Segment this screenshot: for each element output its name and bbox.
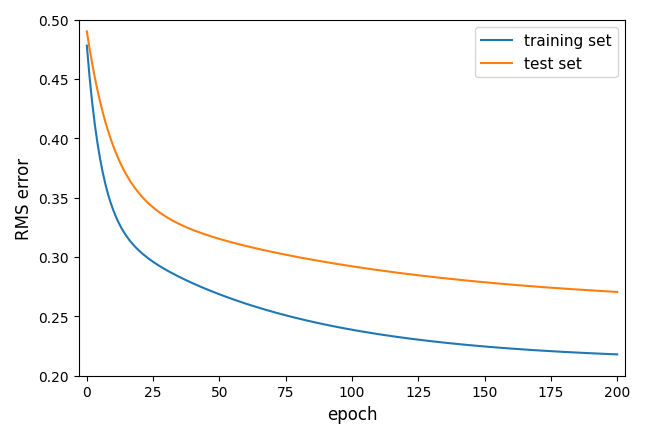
training set (370, 331, 377, 336)
Legend: training set, test set: training set, test set (475, 28, 618, 78)
test set (370, 267, 377, 272)
test set (276, 251, 284, 257)
Y-axis label: RMS error: RMS error (15, 157, 33, 239)
training set (276, 311, 284, 317)
test set (86, 46, 94, 52)
test set (613, 290, 621, 295)
Line: training set: training set (87, 46, 617, 355)
test set (83, 30, 90, 35)
Line: test set: test set (87, 32, 617, 292)
training set (83, 44, 90, 49)
X-axis label: epoch: epoch (327, 405, 377, 423)
training set (130, 244, 138, 249)
test set (568, 287, 576, 292)
test set (130, 185, 138, 191)
test set (306, 257, 313, 262)
training set (306, 319, 313, 324)
training set (568, 350, 576, 355)
training set (613, 352, 621, 357)
training set (86, 74, 94, 80)
